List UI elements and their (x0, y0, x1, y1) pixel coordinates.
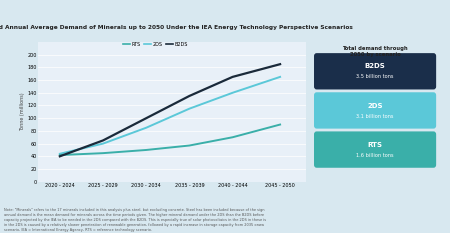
Legend: RTS, 2DS, B2DS: RTS, 2DS, B2DS (121, 40, 190, 49)
Text: Projected Annual Average Demand of Minerals up to 2050 Under the IEA Energy Tech: Projected Annual Average Demand of Miner… (0, 25, 353, 30)
Text: 2DS: 2DS (367, 103, 383, 109)
Text: 1.6 billion tons: 1.6 billion tons (356, 153, 394, 158)
Text: 3.5 billion tons: 3.5 billion tons (356, 74, 394, 79)
FancyBboxPatch shape (314, 131, 436, 168)
FancyBboxPatch shape (314, 92, 436, 129)
Text: 3.1 billion tons: 3.1 billion tons (356, 113, 394, 119)
Text: Total demand through
2050 by scenario: Total demand through 2050 by scenario (342, 46, 408, 57)
Text: RTS: RTS (368, 142, 382, 148)
FancyBboxPatch shape (314, 53, 436, 89)
Y-axis label: Tonne (millions): Tonne (millions) (20, 93, 25, 131)
Text: B2DS: B2DS (364, 63, 386, 69)
Text: Note: "Minerals" refers to the 17 minerals included in this analysis plus steel,: Note: "Minerals" refers to the 17 minera… (4, 208, 266, 232)
